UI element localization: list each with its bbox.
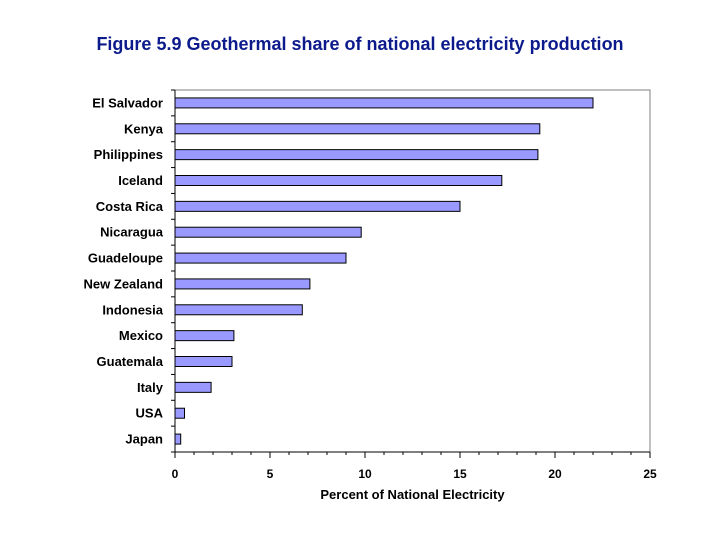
bar: [174, 304, 303, 316]
category-label: Indonesia: [102, 302, 163, 317]
chart-title: Figure 5.9 Geothermal share of national …: [96, 34, 624, 54]
plot-area: [174, 89, 651, 453]
bar: [174, 97, 594, 109]
category-label: Costa Rica: [96, 199, 164, 214]
category-label: Japan: [125, 432, 163, 447]
bar: [174, 149, 539, 161]
bar: [174, 226, 362, 238]
bar: [174, 123, 541, 135]
x-tick-label: 0: [172, 467, 179, 481]
x-tick-label: 10: [358, 467, 372, 481]
category-label: Iceland: [118, 173, 163, 188]
bar: [174, 278, 311, 290]
bar: [174, 175, 503, 186]
bar: [174, 381, 212, 393]
x-tick-label: 5: [267, 467, 274, 481]
category-label: Italy: [137, 380, 164, 395]
category-label: Nicaragua: [100, 225, 164, 240]
bar: [174, 407, 185, 419]
bar: [174, 252, 347, 264]
category-label: Guatemala: [97, 354, 164, 369]
category-label: Guadeloupe: [88, 251, 163, 266]
bar: [174, 330, 235, 342]
x-tick-label: 15: [453, 467, 467, 481]
bar: [174, 200, 461, 212]
category-label: Philippines: [94, 147, 163, 162]
x-axis-title: Percent of National Electricity: [320, 487, 505, 502]
x-tick-label: 20: [548, 467, 562, 481]
x-tick-label: 25: [643, 467, 657, 481]
category-label: El Salvador: [92, 95, 163, 110]
category-label: Mexico: [119, 328, 163, 343]
category-label: Kenya: [124, 121, 164, 136]
bar: [174, 356, 233, 367]
bar: [174, 433, 182, 445]
category-label: New Zealand: [84, 276, 164, 291]
category-label: USA: [136, 406, 164, 421]
